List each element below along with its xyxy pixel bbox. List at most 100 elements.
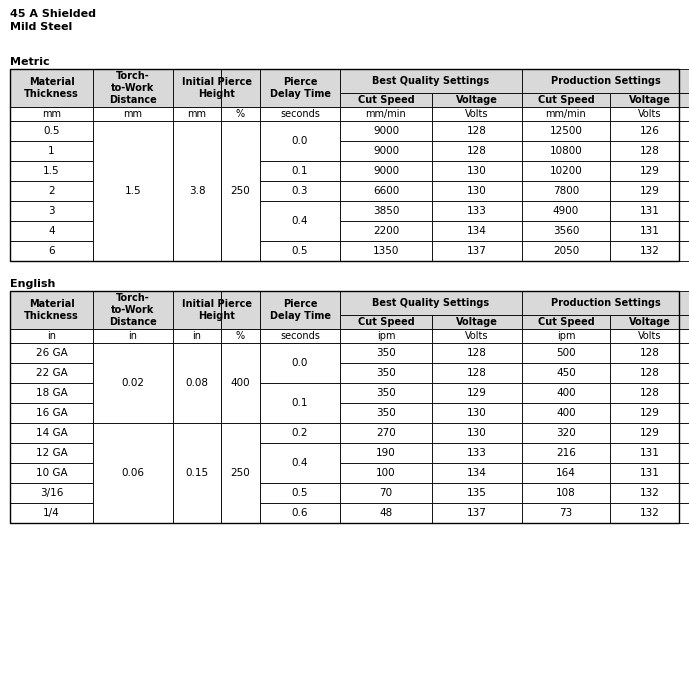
Bar — [260, 483, 340, 503]
Text: 0.4: 0.4 — [291, 216, 308, 226]
Text: Volts: Volts — [638, 331, 661, 341]
Bar — [221, 121, 260, 261]
Text: 130: 130 — [467, 166, 487, 176]
Text: %: % — [236, 109, 245, 119]
Text: Metric: Metric — [10, 57, 50, 67]
Bar — [221, 181, 260, 201]
Text: 135: 135 — [467, 488, 487, 498]
Bar — [260, 343, 340, 383]
Bar — [610, 221, 689, 241]
Bar — [522, 141, 610, 161]
Bar — [10, 483, 93, 503]
Bar — [93, 241, 173, 261]
Bar — [340, 107, 432, 121]
Bar — [173, 201, 221, 221]
Bar — [221, 69, 260, 107]
Bar — [260, 483, 340, 503]
Bar — [10, 329, 93, 343]
Text: 126: 126 — [639, 126, 659, 136]
Bar — [260, 69, 340, 107]
Bar — [173, 443, 221, 463]
Text: Voltage: Voltage — [456, 95, 498, 105]
Bar — [340, 343, 432, 363]
Text: 500: 500 — [556, 348, 576, 358]
Text: 0.3: 0.3 — [291, 186, 308, 196]
Bar — [260, 383, 340, 423]
Bar — [260, 503, 340, 523]
Text: in: in — [47, 331, 56, 341]
Bar — [260, 291, 340, 329]
Text: Initial Pierce
Height: Initial Pierce Height — [181, 77, 251, 99]
Bar — [93, 383, 173, 403]
Bar — [173, 291, 221, 329]
Bar — [93, 181, 173, 201]
Text: 9000: 9000 — [373, 146, 399, 156]
Bar — [340, 291, 522, 315]
Bar — [10, 443, 93, 463]
Bar — [221, 403, 260, 423]
Bar — [10, 383, 93, 403]
Text: 129: 129 — [639, 166, 659, 176]
Bar — [10, 221, 93, 241]
Bar — [221, 201, 260, 221]
Text: 133: 133 — [467, 448, 487, 458]
Text: 164: 164 — [556, 468, 576, 478]
Bar — [340, 329, 432, 343]
Text: in: in — [192, 331, 201, 341]
Text: 0.0: 0.0 — [292, 358, 308, 368]
Bar — [260, 181, 340, 201]
Text: 1.5: 1.5 — [43, 166, 60, 176]
Bar — [340, 443, 432, 463]
Text: 12500: 12500 — [550, 126, 582, 136]
Bar — [260, 463, 340, 483]
Text: Best Quality Settings: Best Quality Settings — [373, 298, 490, 308]
Text: 216: 216 — [556, 448, 576, 458]
Text: Voltage: Voltage — [628, 95, 670, 105]
Text: 0.5: 0.5 — [291, 488, 308, 498]
Text: 350: 350 — [376, 388, 396, 398]
Text: Cut Speed: Cut Speed — [358, 95, 414, 105]
Bar — [173, 221, 221, 241]
Text: 9000: 9000 — [373, 166, 399, 176]
Text: 133: 133 — [467, 206, 487, 216]
Text: 1.5: 1.5 — [125, 186, 141, 196]
Bar — [522, 503, 610, 523]
Text: 70: 70 — [380, 488, 393, 498]
Bar — [340, 161, 432, 181]
Bar — [93, 121, 173, 261]
Text: 250: 250 — [231, 186, 250, 196]
Bar — [260, 329, 340, 343]
Text: Initial Pierce
Height: Initial Pierce Height — [181, 299, 251, 321]
Bar — [221, 121, 260, 141]
Bar — [221, 383, 260, 403]
Bar — [522, 221, 610, 241]
Bar — [173, 423, 221, 523]
Bar — [610, 463, 689, 483]
Bar — [260, 423, 340, 443]
Text: 3560: 3560 — [553, 226, 579, 236]
Text: Best Quality Settings: Best Quality Settings — [373, 76, 490, 86]
Bar — [10, 403, 93, 423]
Bar — [610, 93, 689, 107]
Bar — [221, 221, 260, 241]
Bar — [340, 93, 432, 107]
Bar — [260, 423, 340, 443]
Bar — [221, 329, 260, 343]
Text: mm: mm — [123, 109, 143, 119]
Text: Volts: Volts — [465, 109, 489, 119]
Text: 22 GA: 22 GA — [36, 368, 68, 378]
Text: 0.02: 0.02 — [121, 378, 145, 388]
Text: Volts: Volts — [638, 109, 661, 119]
Bar — [260, 443, 340, 483]
Text: 128: 128 — [639, 388, 659, 398]
Text: 132: 132 — [639, 488, 659, 498]
Bar — [221, 141, 260, 161]
Text: 130: 130 — [467, 428, 487, 438]
Text: 26 GA: 26 GA — [36, 348, 68, 358]
Bar — [432, 483, 522, 503]
Text: 128: 128 — [639, 348, 659, 358]
Bar — [432, 93, 522, 107]
Bar — [93, 463, 173, 483]
Text: 2200: 2200 — [373, 226, 399, 236]
Bar — [221, 161, 260, 181]
